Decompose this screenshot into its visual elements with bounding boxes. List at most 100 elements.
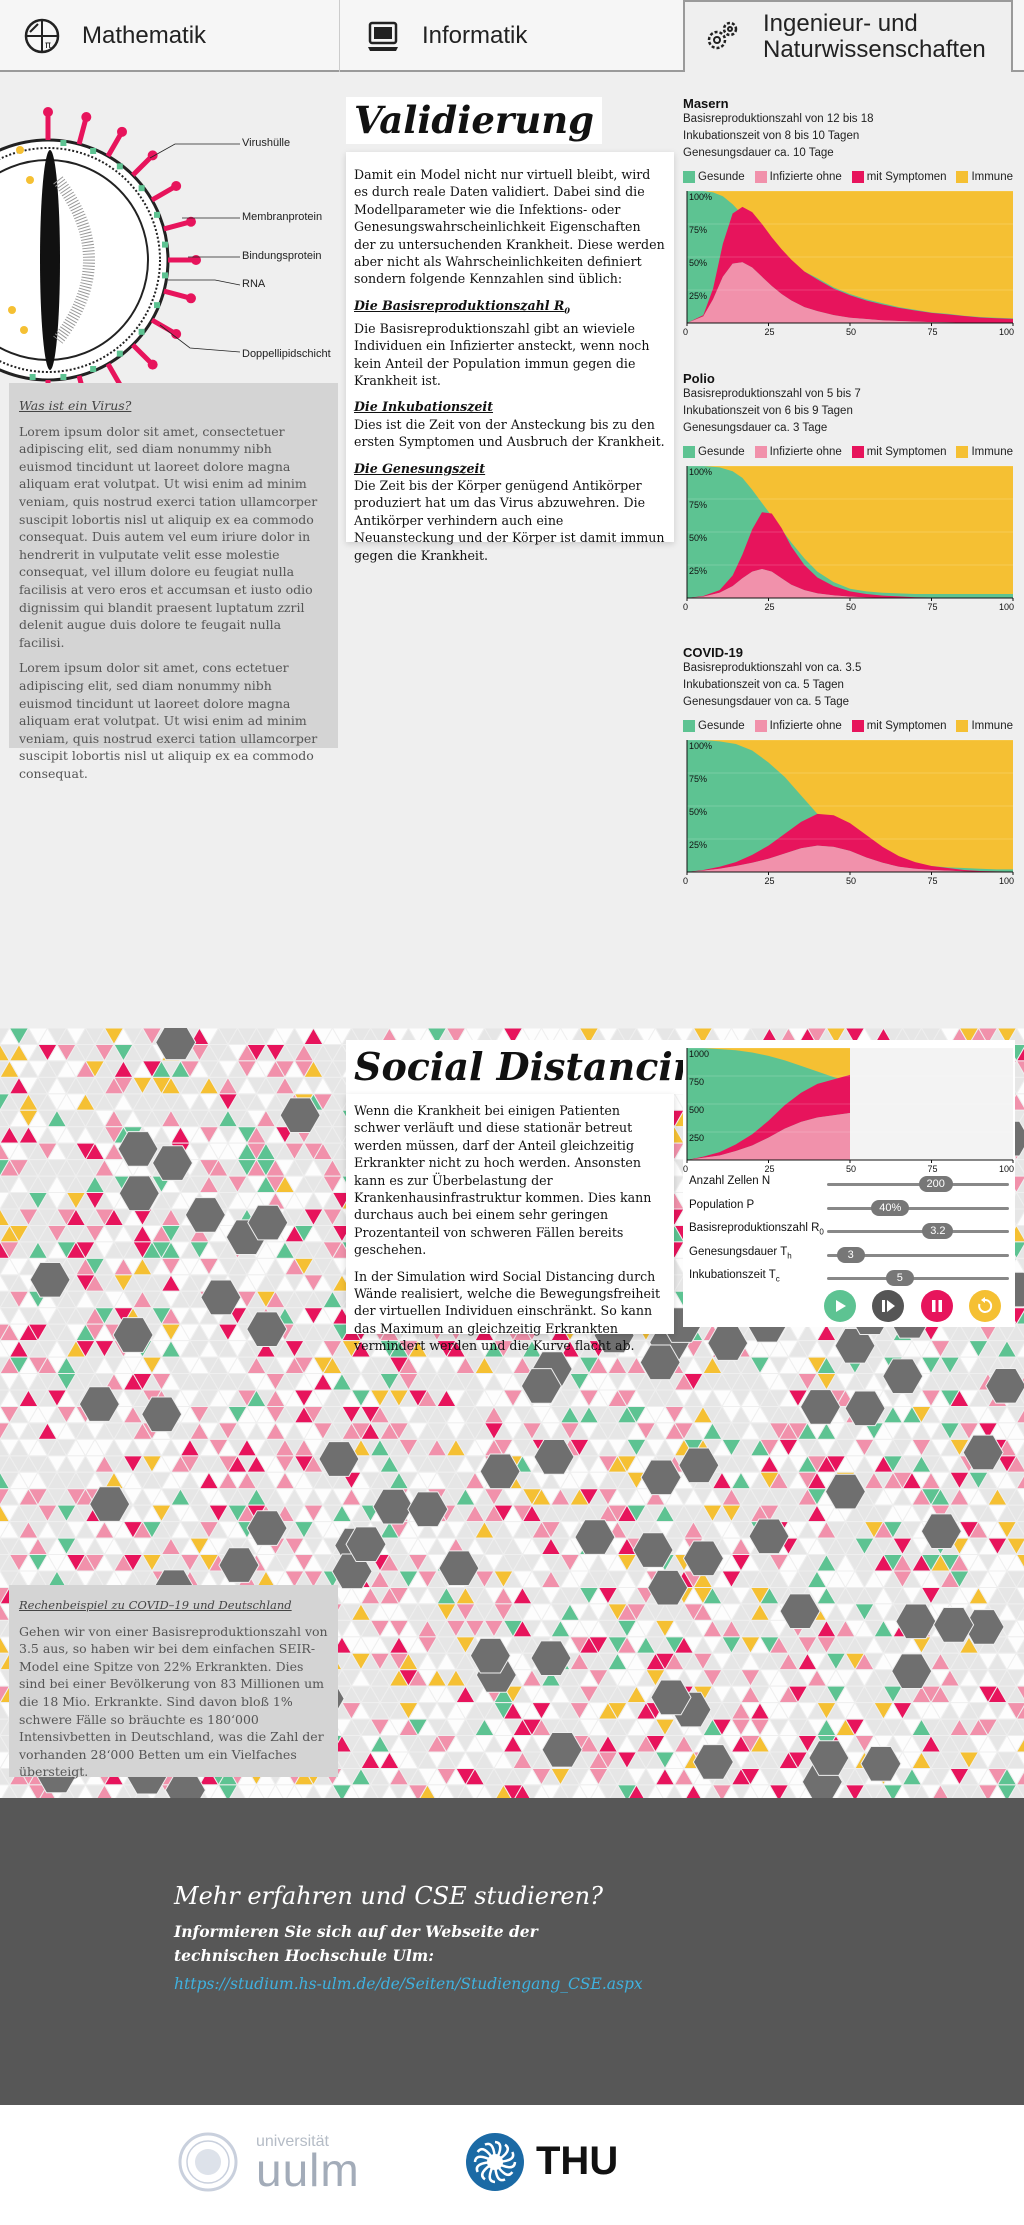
legend-item: Immune: [956, 446, 1013, 458]
legend-item: mit Symptomen: [851, 446, 947, 458]
validation-card: Damit ein Model nicht nur virtuell bleib…: [346, 152, 674, 563]
membrane-protein: [116, 163, 123, 170]
legend-item: mit Symptomen: [851, 171, 947, 183]
validation-intro: Damit ein Model nicht nur virtuell bleib…: [354, 167, 665, 287]
x-tick-label: 100: [999, 876, 1014, 886]
grid-cell: [1015, 1159, 1024, 1174]
series-area-symptome: [687, 512, 1013, 598]
chart-info: Inkubationszeit von ca. 5 Tagen: [683, 679, 844, 691]
grid-cell: [1015, 1652, 1024, 1668]
chart-info: Inkubationszeit von 8 bis 10 Tagen: [683, 130, 860, 142]
y-tick-label: 25%: [689, 566, 707, 576]
top-nav: π Mathematik Informatik Ingenieur- und Na…: [0, 0, 1024, 72]
grid-cell: [1015, 1441, 1024, 1457]
legend-item: Infizierte ohne: [754, 171, 842, 183]
grid-cell: [1015, 1521, 1024, 1536]
x-tick-label: 100: [999, 602, 1014, 612]
r0-subscript: 0: [564, 305, 570, 316]
grid-cell: [1015, 1112, 1024, 1128]
grid-cell: [1015, 1474, 1024, 1490]
area-chart-covid: 100%75%50%25%0 25 50 75 100: [683, 739, 1014, 886]
r0-heading: Die Basisreproduktionszahl R: [354, 297, 565, 313]
validation-title: Validierung: [346, 97, 603, 144]
x-tick-label: 25: [765, 876, 775, 886]
tab-informatik[interactable]: Informatik: [366, 0, 682, 72]
chart-info: Basisreproduktionszahl von 5 bis 7: [683, 388, 861, 400]
grid-cell: [1015, 1211, 1024, 1226]
label-virushuelle: Virushülle: [242, 137, 291, 149]
spike-head: [185, 293, 196, 304]
grid-cell: [1015, 1639, 1024, 1654]
particle: [20, 326, 28, 334]
particle: [8, 306, 16, 314]
membrane-protein: [138, 328, 145, 335]
virus-illustration: [0, 107, 201, 385]
grid-cell: [1015, 1028, 1024, 1042]
grid-cell: [1015, 1093, 1024, 1108]
membrane-protein: [138, 185, 145, 192]
spike-head: [81, 112, 92, 123]
x-tick-label: 0: [683, 327, 688, 337]
grid-cell: [1015, 1060, 1024, 1075]
chart-info: Genesungsdauer ca. 10 Tage: [683, 147, 834, 159]
tab-mathematik[interactable]: π Mathematik: [24, 0, 340, 72]
chart-title: Masern: [683, 96, 729, 111]
chart-info: Genesungsdauer von ca. 5 Tage: [683, 696, 850, 708]
grid-cell: [1015, 1606, 1024, 1621]
grid-cell: [1015, 1192, 1024, 1207]
grid-cell: [1015, 1244, 1024, 1259]
tab-label: Informatik: [422, 22, 528, 49]
grid-cell: [1015, 1685, 1024, 1701]
x-tick-label: 50: [846, 876, 856, 886]
grid-cell: [1015, 1079, 1024, 1095]
membrane-protein: [116, 350, 123, 357]
membrane-protein: [60, 140, 67, 147]
spike-head: [147, 359, 158, 370]
grid-cell: [1015, 1507, 1024, 1523]
grid-cell: [1015, 1619, 1024, 1635]
incubation-heading: Die Inkubationszeit: [354, 399, 494, 415]
series-area-immune: [687, 191, 1013, 319]
tab-ingenieur[interactable]: Ingenieur- und Naturwissenschaften: [683, 0, 1013, 72]
virus-info-box: Was ist ein Virus? Lorem ipsum dolor sit…: [9, 383, 338, 781]
grid-cell: [1015, 1422, 1024, 1437]
lipid-layer: [0, 147, 161, 373]
y-tick-label: 50%: [689, 533, 707, 543]
chart-title: COVID-19: [683, 645, 743, 660]
recovery-heading: Die Genesungszeit: [354, 460, 486, 476]
y-tick-label: 50%: [689, 807, 707, 817]
grid-cell: [1015, 1554, 1024, 1569]
spike-head: [43, 107, 53, 117]
area-chart-polio: 100%75%50%25%0 25 50 75 100: [683, 465, 1014, 612]
grid-cell: [1015, 1343, 1024, 1358]
recovery-text: Die Zeit bis der Körper genügend Antikör…: [354, 478, 665, 563]
x-tick-label: 0: [683, 602, 688, 612]
membrane-protein: [161, 241, 168, 248]
y-tick-label: 25%: [689, 840, 707, 850]
legend-item: Immune: [956, 171, 1013, 183]
x-tick-label: 75: [928, 327, 938, 337]
chart-covid: COVID-19 Basisreproduktionszahl von ca. …: [683, 645, 1015, 891]
spike-head: [191, 255, 201, 265]
chart-title: Polio: [683, 371, 715, 386]
series-area-symptome: [687, 206, 1013, 323]
y-tick-label: 75%: [689, 500, 707, 510]
grid-cell: [1015, 1408, 1024, 1424]
spike-protein: [105, 362, 124, 385]
y-tick-label: 75%: [689, 774, 707, 784]
grid-cell: [1015, 1323, 1024, 1339]
virus-info-paragraph: Lorem ipsum dolor sit amet, cons ectetue…: [19, 660, 318, 781]
x-tick-label: 75: [928, 876, 938, 886]
y-tick-label: 100%: [689, 741, 712, 751]
spike-head: [171, 329, 182, 339]
y-tick-label: 100%: [689, 467, 712, 477]
legend-item: Immune: [956, 720, 1013, 732]
gears-icon: [707, 21, 738, 50]
computer-icon: [368, 21, 398, 51]
grid-cell: [1015, 1455, 1024, 1470]
series-area-immune: [687, 466, 1013, 595]
membrane-protein: [60, 373, 67, 380]
area-chart-masern: 100%75%50%25%0 25 50 75 100: [683, 190, 1014, 337]
incubation-text: Dies ist die Zeit von der Ansteckung bis…: [354, 416, 665, 450]
spike-head: [185, 216, 196, 227]
